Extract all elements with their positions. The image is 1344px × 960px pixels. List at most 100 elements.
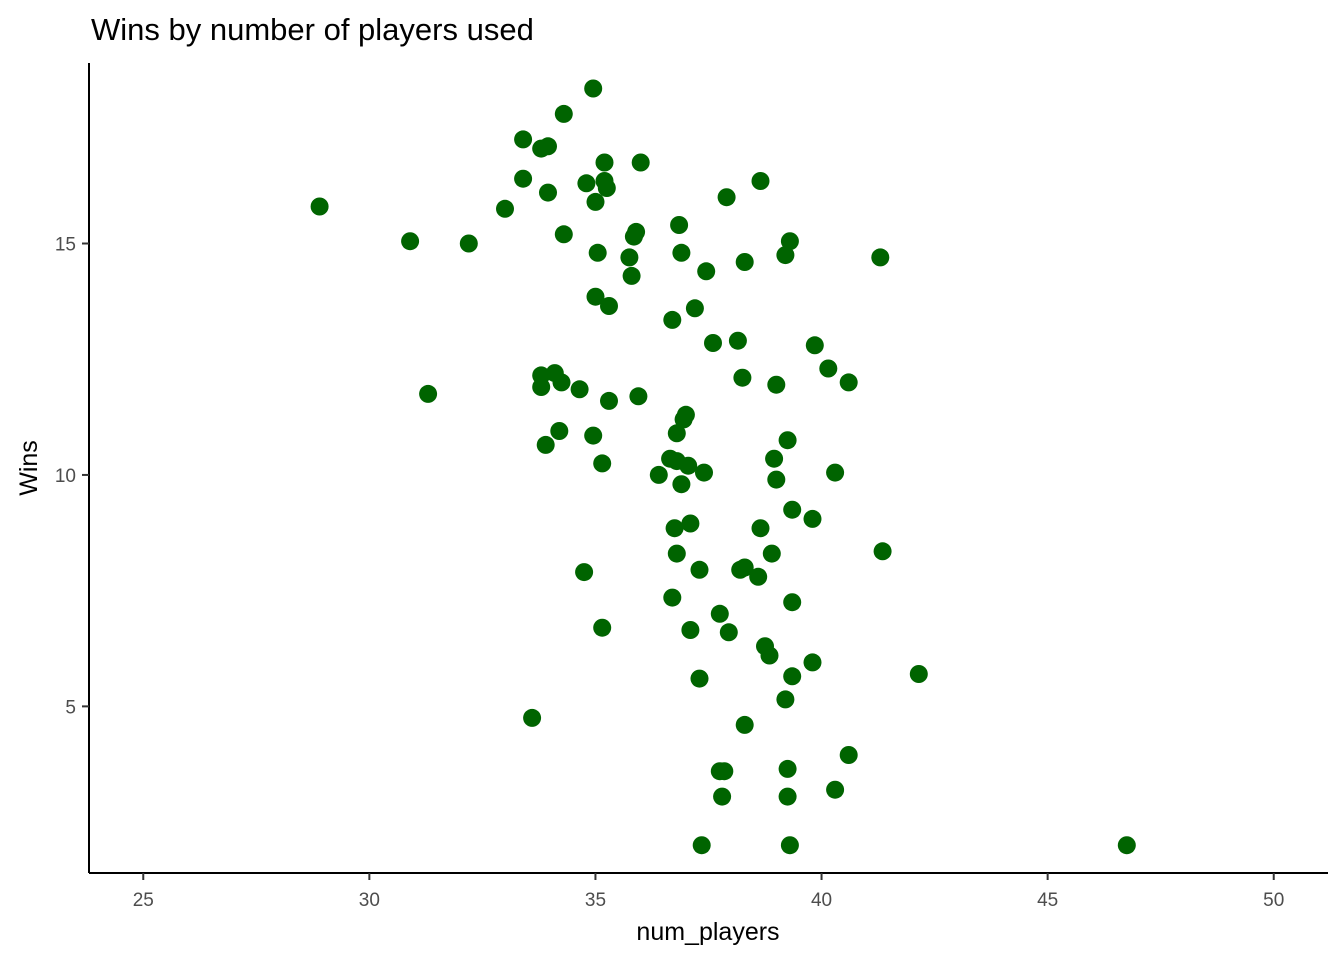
- data-point-7: [514, 169, 533, 188]
- data-point-50: [672, 243, 691, 262]
- data-point-74: [735, 253, 754, 271]
- data-point-54: [679, 456, 698, 475]
- data-point-6: [514, 130, 533, 149]
- data-point-98: [819, 359, 838, 378]
- data-point-1: [310, 197, 329, 216]
- x-tick-label-40: 40: [811, 890, 832, 911]
- data-point-29: [593, 618, 612, 637]
- data-point-22: [577, 174, 596, 193]
- data-point-55: [681, 514, 700, 533]
- data-point-38: [627, 222, 646, 241]
- data-point-32: [597, 179, 616, 197]
- data-point-3: [419, 384, 438, 403]
- data-point-81: [762, 544, 781, 563]
- data-point-103: [871, 248, 890, 267]
- data-point-33: [600, 297, 618, 315]
- data-point-28: [593, 454, 612, 473]
- data-point-34: [600, 391, 618, 410]
- data-point-66: [713, 787, 732, 806]
- data-point-84: [767, 375, 786, 394]
- data-point-58: [690, 560, 709, 579]
- x-axis-ticks: 25 30 35 40 45 50: [133, 873, 1284, 911]
- x-tick-label-35: 35: [585, 890, 606, 911]
- data-point-99: [826, 463, 845, 482]
- x-tick-label-30: 30: [359, 890, 380, 911]
- data-point-83: [767, 470, 786, 489]
- data-point-63: [704, 334, 722, 352]
- data-point-51: [672, 475, 691, 494]
- data-point-75: [735, 715, 754, 734]
- data-point-41: [649, 465, 668, 484]
- data-point-24: [584, 426, 603, 445]
- data-point-64: [710, 604, 729, 623]
- data-point-101: [839, 373, 858, 392]
- data-point-67: [715, 762, 734, 781]
- data-point-93: [783, 593, 802, 612]
- x-tick-label-45: 45: [1037, 890, 1058, 911]
- data-point-60: [692, 836, 711, 855]
- data-point-94: [783, 667, 802, 686]
- data-point-26: [586, 287, 605, 306]
- plot-area: 25 30 35 40 45 50 5 10 15: [55, 63, 1328, 911]
- x-tick-label-50: 50: [1263, 890, 1284, 911]
- data-point-95: [803, 509, 822, 528]
- data-point-91: [780, 836, 799, 855]
- data-point-11: [532, 378, 551, 396]
- data-point-106: [1117, 836, 1136, 855]
- data-point-27: [588, 243, 607, 262]
- data-point-80: [760, 646, 779, 665]
- data-point-78: [751, 519, 770, 538]
- data-point-92: [783, 500, 802, 519]
- data-point-45: [665, 519, 684, 538]
- data-point-88: [778, 759, 797, 778]
- data-point-44: [663, 588, 682, 607]
- data-point-68: [717, 188, 736, 207]
- data-point-57: [685, 299, 704, 318]
- data-point-77: [751, 172, 770, 190]
- data-point-49: [670, 216, 689, 234]
- x-axis-title: num_players: [636, 918, 779, 946]
- data-point-20: [570, 380, 589, 399]
- data-point-61: [695, 463, 713, 482]
- data-point-72: [733, 368, 752, 387]
- data-points: [310, 79, 1136, 855]
- data-point-14: [539, 137, 557, 156]
- data-point-89: [778, 787, 797, 806]
- data-point-56: [681, 621, 700, 639]
- data-point-17: [552, 373, 571, 392]
- data-point-36: [622, 266, 641, 285]
- data-point-23: [584, 79, 603, 98]
- y-tick-label-10: 10: [55, 466, 76, 487]
- data-point-96: [803, 653, 822, 672]
- data-point-86: [776, 690, 795, 709]
- data-point-18: [554, 225, 573, 244]
- data-point-100: [826, 780, 845, 799]
- data-point-16: [550, 422, 569, 440]
- data-point-82: [765, 449, 784, 468]
- data-point-87: [778, 431, 797, 450]
- data-point-30: [595, 153, 614, 172]
- data-point-39: [629, 387, 648, 406]
- data-point-62: [697, 262, 716, 281]
- data-point-85: [776, 246, 795, 265]
- data-point-8: [523, 708, 542, 727]
- y-axis-title: Wins: [15, 440, 43, 496]
- y-tick-label-5: 5: [65, 697, 76, 718]
- data-point-47: [667, 424, 686, 443]
- data-point-104: [873, 542, 892, 561]
- x-tick-label-25: 25: [133, 890, 154, 911]
- data-point-73: [735, 558, 754, 577]
- data-point-35: [620, 248, 639, 267]
- data-point-70: [728, 331, 747, 350]
- data-point-13: [539, 183, 557, 202]
- data-point-97: [805, 336, 824, 355]
- data-point-69: [719, 623, 738, 642]
- chart-title: Wins by number of players used: [91, 12, 534, 47]
- data-point-5: [496, 199, 514, 218]
- data-point-40: [631, 153, 650, 172]
- data-point-59: [690, 669, 709, 688]
- data-point-53: [676, 405, 695, 424]
- data-point-105: [909, 665, 928, 683]
- y-tick-label-15: 15: [55, 235, 76, 256]
